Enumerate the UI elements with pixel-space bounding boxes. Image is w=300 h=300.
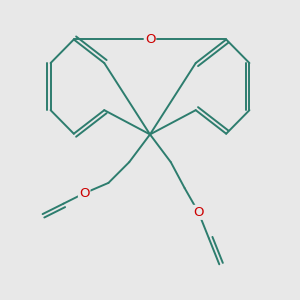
Text: O: O	[193, 206, 204, 219]
Text: O: O	[145, 33, 155, 46]
Text: O: O	[79, 187, 89, 200]
